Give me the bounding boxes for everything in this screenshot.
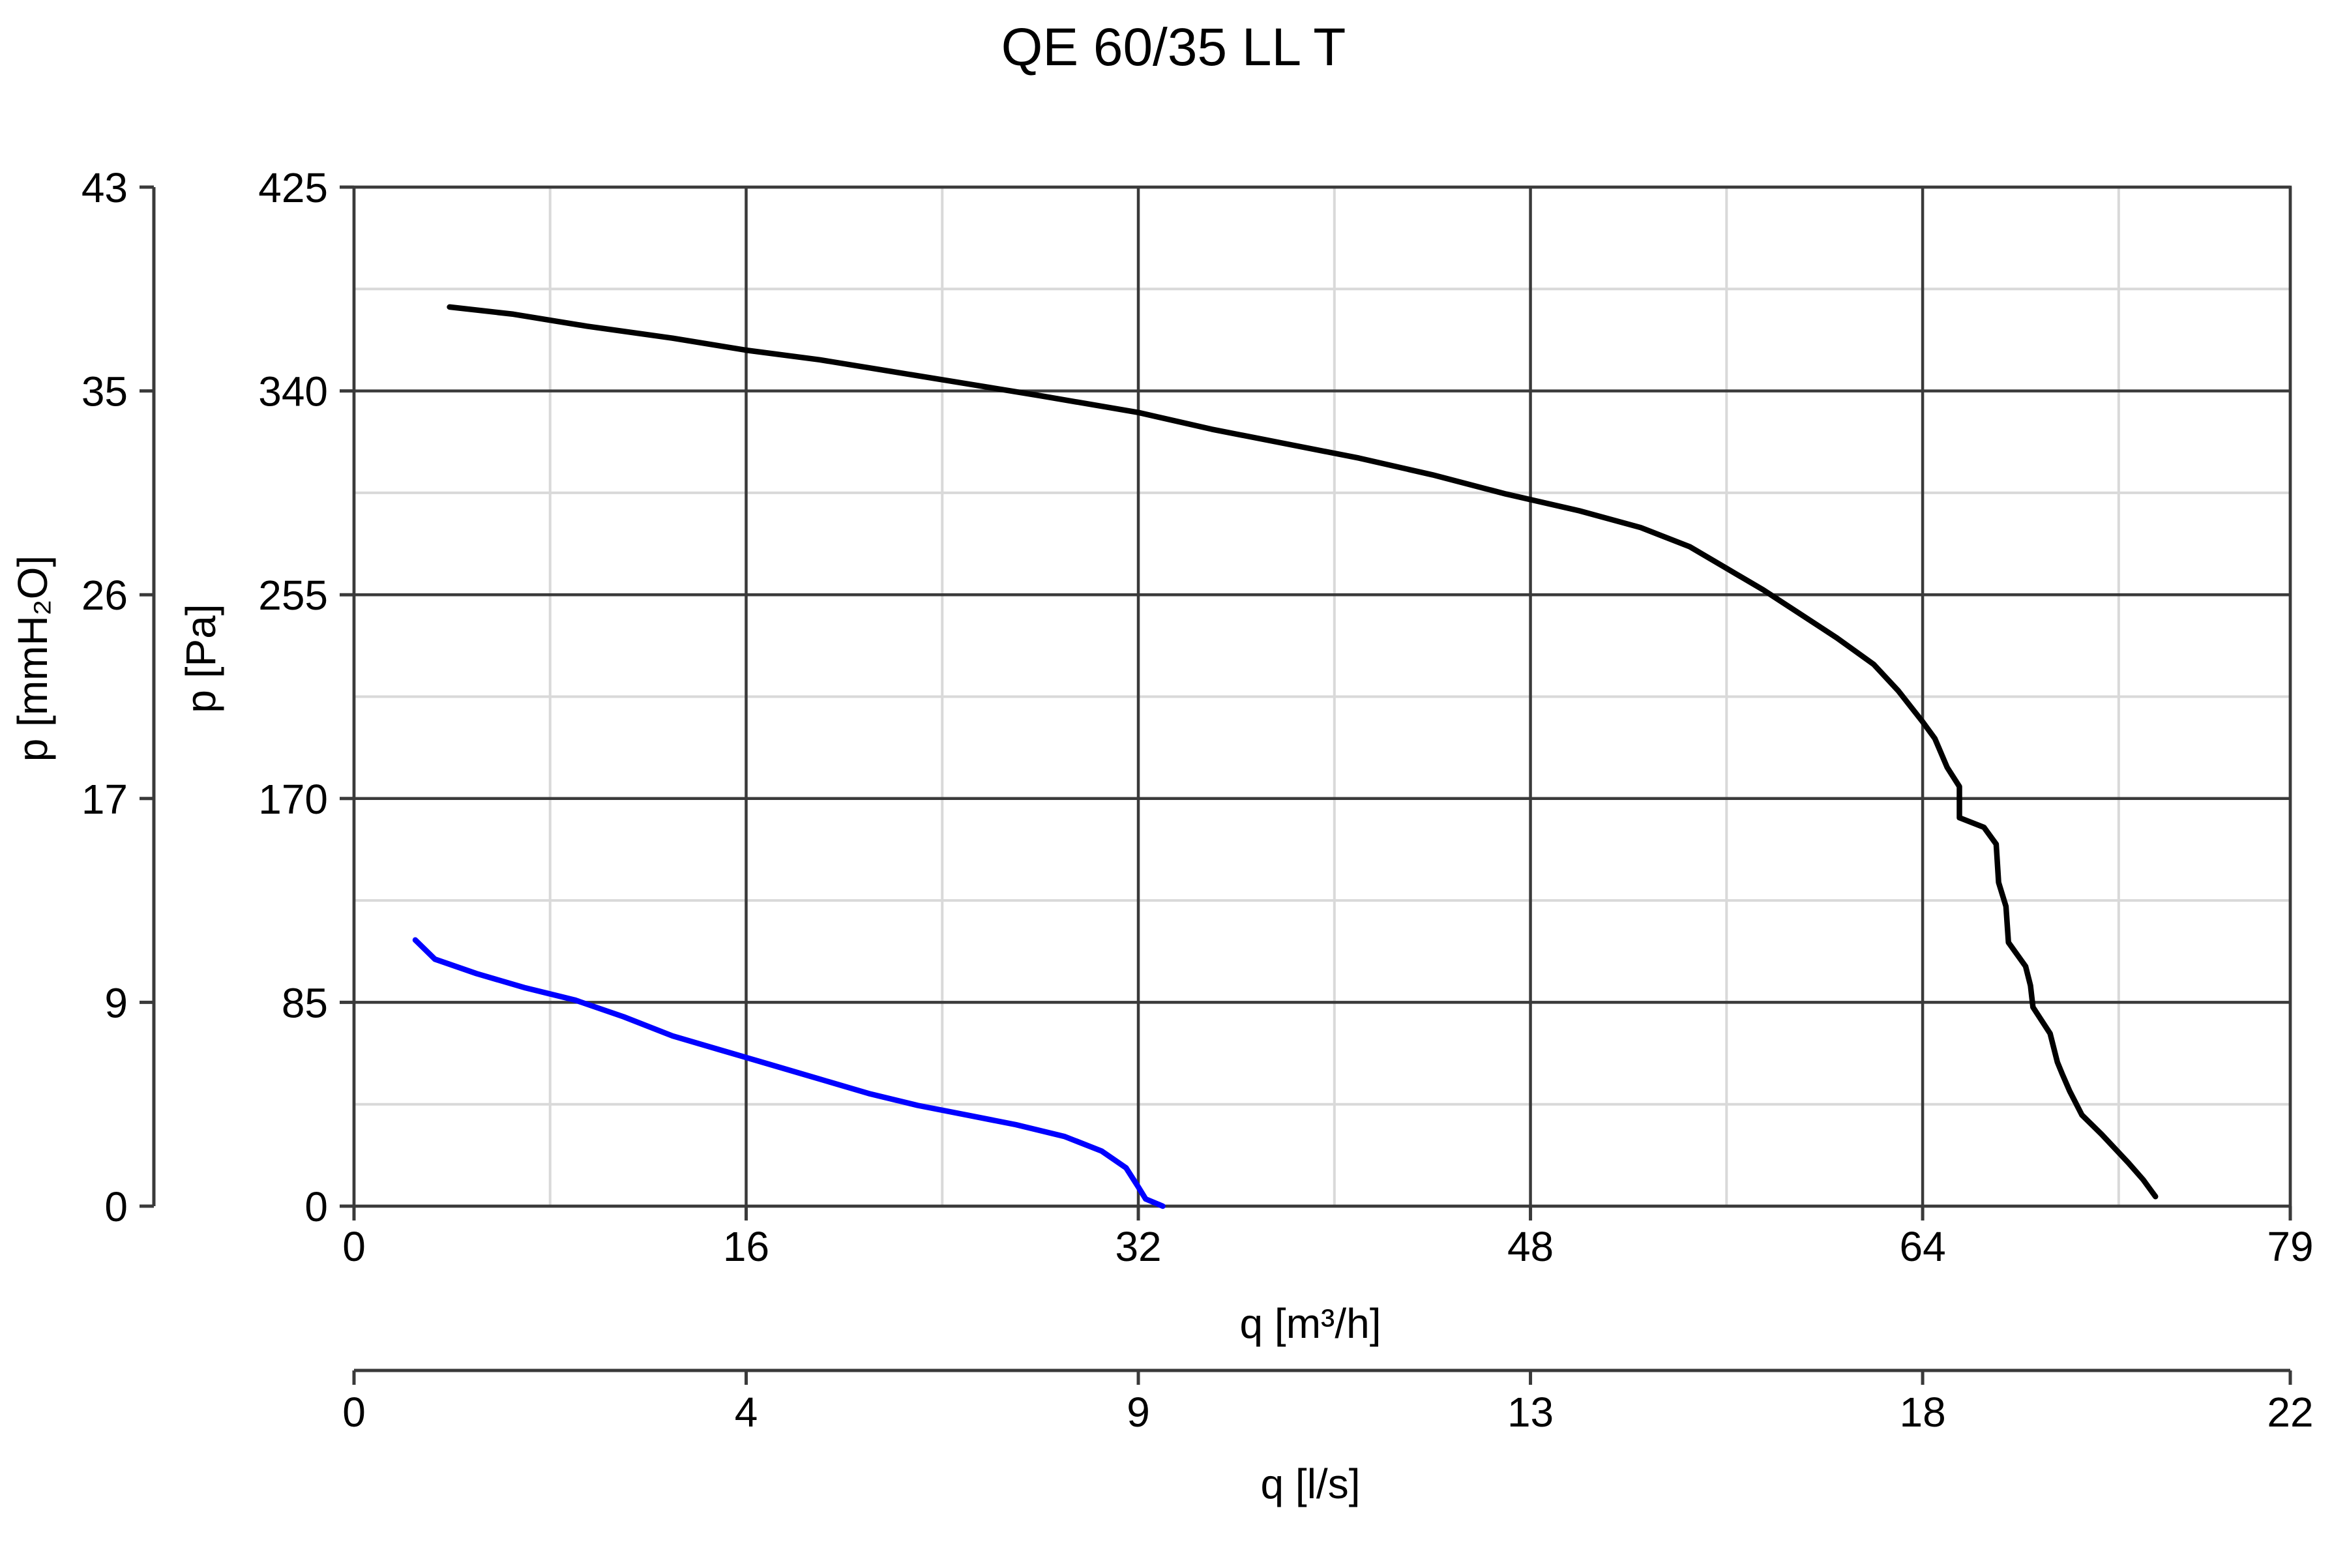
x-axis-secondary-title: q [l/s] — [1261, 1460, 1361, 1507]
series-line-2 — [412, 937, 1166, 1209]
x-tick-label: 48 — [1507, 1223, 1554, 1270]
axes-layer: 0 16 32 48 64 79 0 85 170 255 340 425 0 4 9 13 18 22 0 9 17 2… — [81, 164, 2314, 1436]
x-tick-label: 32 — [1115, 1223, 1161, 1270]
x2-tick-label: 0 — [342, 1389, 366, 1436]
y-tick-label: 340 — [258, 368, 328, 415]
y2-tick-label: 17 — [81, 776, 128, 823]
chart-title: QE 60/35 LL T — [1001, 18, 1346, 77]
x2-tick-label: 22 — [2267, 1389, 2313, 1436]
x2-tick-label: 4 — [735, 1389, 758, 1436]
y2-tick-label: 26 — [81, 572, 128, 619]
x-tick-label: 0 — [342, 1223, 366, 1270]
y-tick-label: 85 — [282, 979, 328, 1026]
y-tick-label: 425 — [258, 164, 328, 211]
y-tick-label: 170 — [258, 776, 328, 823]
grid — [352, 185, 2292, 1208]
x2-tick-label: 13 — [1507, 1389, 1554, 1436]
series-layer — [412, 304, 2159, 1209]
x-tick-label: 64 — [1899, 1223, 1945, 1270]
y-tick-label: 0 — [304, 1183, 328, 1230]
plot-frame — [352, 185, 2292, 1208]
plot-border — [352, 185, 2292, 1208]
y-axis-secondary-title: p [mmH₂O] — [9, 555, 56, 762]
y2-tick-label: 9 — [104, 979, 128, 1026]
y2-tick-label: 43 — [81, 164, 128, 211]
x-tick-label: 16 — [723, 1223, 769, 1270]
y2-tick-label: 0 — [104, 1183, 128, 1230]
y-axis-title: p [Pa] — [177, 604, 224, 713]
x2-tick-label: 18 — [1899, 1389, 1945, 1436]
y-tick-label: 255 — [258, 572, 328, 619]
series-line-1 — [447, 304, 2159, 1200]
x-tick-label: 79 — [2267, 1223, 2313, 1270]
x2-tick-label: 9 — [1127, 1389, 1150, 1436]
x-axis-title: q [m³/h] — [1240, 1300, 1381, 1347]
y2-tick-label: 35 — [81, 368, 128, 415]
